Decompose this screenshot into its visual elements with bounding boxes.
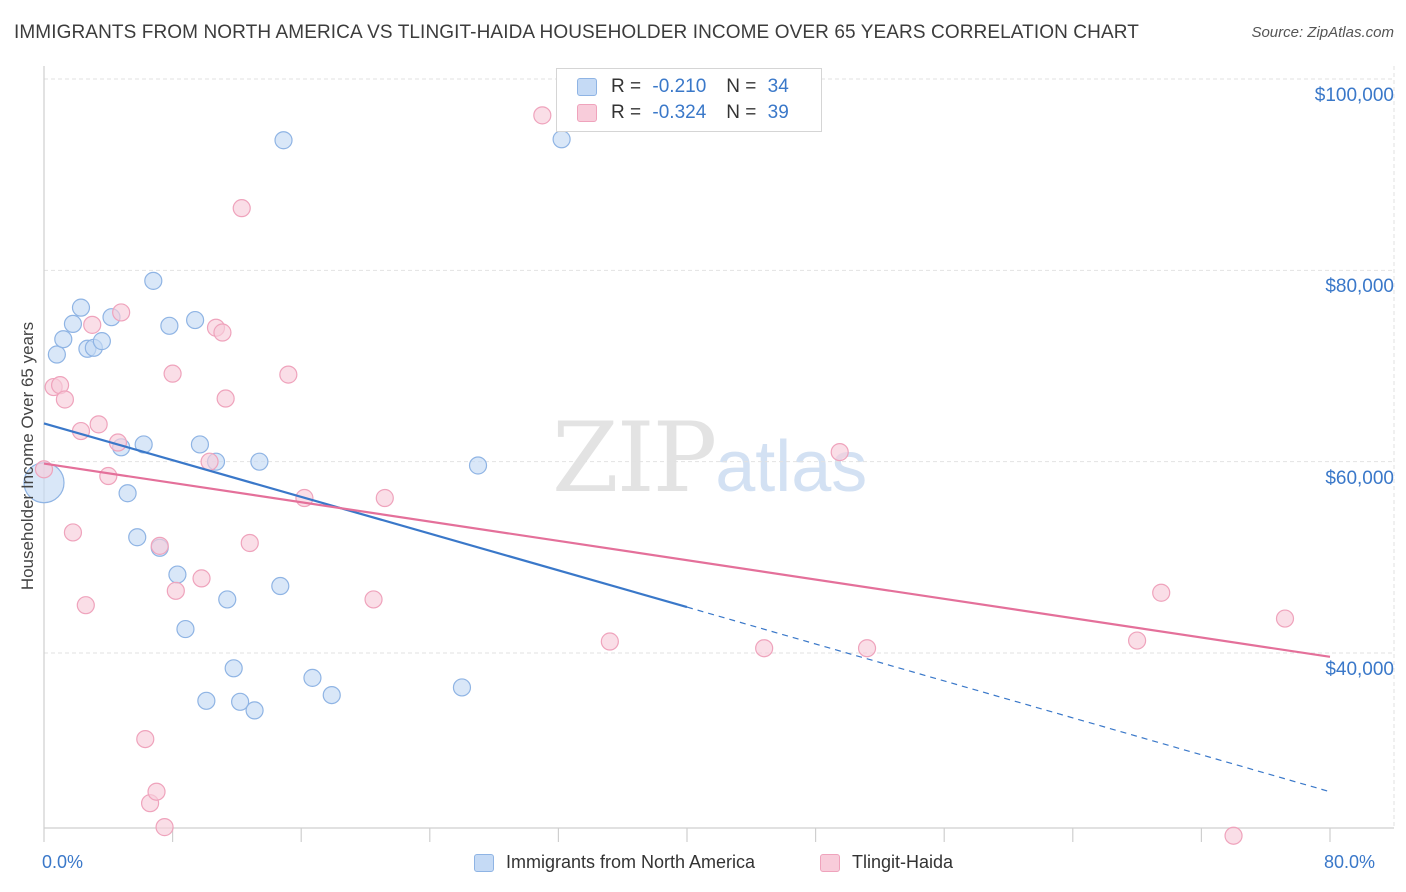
- y-tick-label: $60,000: [1325, 467, 1394, 489]
- point-immigrants: [54, 330, 73, 349]
- point-immigrants: [118, 484, 137, 503]
- point-tlingit: [1224, 826, 1243, 845]
- watermark-atlas: atlas: [715, 427, 868, 507]
- point-tlingit: [213, 323, 232, 342]
- point-tlingit: [533, 106, 552, 125]
- point-tlingit: [83, 315, 102, 334]
- point-tlingit: [99, 466, 118, 486]
- point-tlingit: [55, 390, 74, 409]
- point-tlingit: [1127, 631, 1147, 650]
- point-immigrants: [452, 678, 472, 697]
- y-tick-label: $40,000: [1325, 659, 1394, 680]
- legend-box: R = -0.210 N = 34 R = -0.324 N = 39: [556, 68, 822, 132]
- legend-swatch-blue: [577, 78, 597, 96]
- legend-item-immigrants: Immigrants from North America: [474, 852, 755, 873]
- point-immigrants: [197, 691, 216, 710]
- legend-swatch-blue: [474, 853, 494, 872]
- chart-title: IMMIGRANTS FROM NORTH AMERICA VS TLINGIT…: [14, 22, 1139, 43]
- legend-label: Tlingit-Haida: [852, 852, 954, 872]
- legend-row-blue: R = -0.210 N = 34: [577, 74, 789, 100]
- point-tlingit: [192, 569, 211, 588]
- watermark: ZIPatlas: [552, 402, 867, 514]
- point-immigrants: [218, 590, 237, 609]
- point-tlingit: [147, 782, 166, 801]
- point-immigrants: [71, 298, 91, 317]
- point-tlingit: [830, 443, 849, 462]
- legend-r-value: -0.210: [652, 76, 707, 97]
- point-tlingit: [240, 533, 259, 553]
- point-immigrants: [190, 435, 210, 454]
- point-tlingit: [200, 452, 219, 471]
- trend-line-immigrants-extension: [686, 606, 1331, 793]
- point-tlingit: [1152, 583, 1171, 602]
- source-credit: Source: ZipAtlas.com: [1251, 24, 1394, 41]
- legend-swatch-pink: [820, 853, 840, 872]
- point-immigrants: [186, 310, 205, 330]
- legend-r-value: -0.324: [652, 102, 707, 123]
- legend-r-key: R =: [611, 76, 642, 97]
- point-immigrants: [47, 345, 66, 364]
- point-immigrants: [63, 314, 83, 334]
- point-tlingit: [364, 590, 383, 609]
- legend-item-tlingit: Tlingit-Haida: [820, 852, 953, 873]
- point-tlingit: [279, 365, 298, 384]
- legend-n-key: N =: [726, 76, 757, 97]
- x-tick-max: 80.0%: [1324, 852, 1376, 872]
- point-tlingit: [375, 488, 394, 508]
- point-immigrants: [224, 659, 243, 678]
- point-tlingit: [232, 199, 251, 218]
- point-immigrants: [303, 668, 322, 687]
- point-immigrants: [92, 332, 111, 351]
- point-tlingit: [112, 303, 131, 322]
- trend-line-immigrants: [43, 422, 688, 609]
- point-immigrants: [128, 528, 147, 547]
- trend-line-tlingit: [43, 462, 1331, 658]
- point-immigrants: [468, 456, 488, 475]
- point-tlingit: [89, 415, 108, 434]
- y-tick-label: $100,000: [1314, 85, 1394, 106]
- point-immigrants: [271, 576, 290, 596]
- point-tlingit: [857, 639, 877, 658]
- point-tlingit: [1275, 609, 1295, 628]
- legend-n-key: N =: [726, 102, 757, 123]
- point-immigrants: [250, 452, 269, 471]
- point-immigrants: [176, 619, 195, 639]
- legend-label: Immigrants from North America: [506, 852, 756, 872]
- point-tlingit: [155, 818, 174, 837]
- point-tlingit: [755, 639, 774, 658]
- watermark-zip: ZIP: [552, 402, 717, 514]
- y-tick-label: $80,000: [1325, 276, 1394, 298]
- series-legend: Immigrants from North America Tlingit-Ha…: [0, 852, 1406, 878]
- point-immigrants: [245, 701, 264, 720]
- point-immigrants: [322, 685, 341, 705]
- point-tlingit: [166, 581, 185, 600]
- point-immigrants: [231, 692, 250, 711]
- point-immigrants: [552, 130, 571, 149]
- y-axis-label: Householder Income Over 65 years: [18, 321, 37, 591]
- point-tlingit: [136, 729, 155, 749]
- point-tlingit: [150, 536, 169, 555]
- point-immigrants: [144, 271, 163, 290]
- point-tlingit: [76, 596, 95, 615]
- legend-r-key: R =: [611, 102, 642, 123]
- point-immigrants: [168, 565, 187, 584]
- point-tlingit: [216, 389, 235, 408]
- point-tlingit: [600, 632, 619, 651]
- x-tick-min: 0.0%: [42, 852, 84, 872]
- point-tlingit: [71, 421, 91, 441]
- point-tlingit: [163, 364, 182, 383]
- point-immigrants: [274, 131, 293, 150]
- legend-n-value: 39: [767, 102, 789, 123]
- legend-n-value: 34: [767, 76, 789, 97]
- legend-row-pink: R = -0.324 N = 39: [577, 100, 789, 126]
- point-tlingit: [63, 523, 83, 542]
- legend-swatch-pink: [577, 104, 597, 122]
- point-immigrants: [160, 316, 179, 335]
